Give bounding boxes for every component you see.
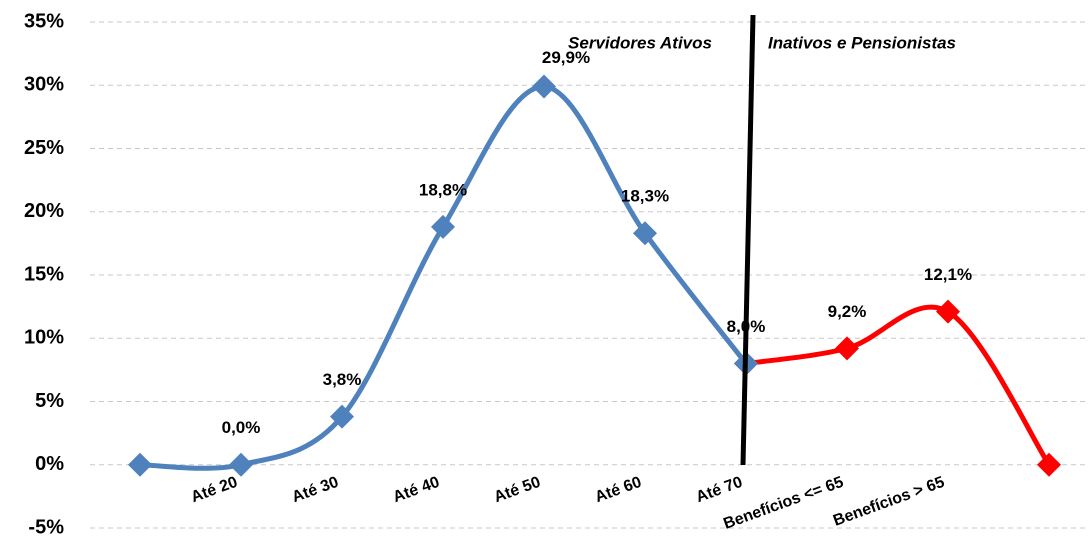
value-label: 18,8% <box>419 180 467 199</box>
y-tick-label: 35% <box>24 10 64 32</box>
value-label: 12,1% <box>924 265 972 284</box>
annotation: Servidores Ativos <box>568 33 712 52</box>
y-tick-label: 30% <box>24 74 64 96</box>
marker <box>431 214 455 239</box>
x-tick-label: Até 40 <box>391 474 442 506</box>
x-tick-label: Até 20 <box>189 474 240 506</box>
y-tick-label: -5% <box>28 516 64 538</box>
marker <box>330 404 354 429</box>
marker <box>633 221 657 246</box>
marker <box>229 452 253 477</box>
y-tick-label: 25% <box>24 137 64 159</box>
y-tick-label: 20% <box>24 200 64 222</box>
labels: -5% 0% 5% 10% 15% 20% 25% 30% 35% Até 20 Até 30 Até… <box>24 10 972 538</box>
x-tick-label: Até 70 <box>694 474 745 506</box>
value-label: 8,0% <box>727 317 766 336</box>
marker <box>532 74 556 99</box>
value-label: 9,2% <box>828 302 867 321</box>
x-tick-label: Até 30 <box>290 474 341 506</box>
series-line <box>139 84 748 471</box>
value-label: 29,9% <box>542 48 590 67</box>
value-label: 18,3% <box>621 187 669 206</box>
marker <box>835 336 859 361</box>
series-line <box>745 304 1052 467</box>
marker <box>1037 452 1061 477</box>
marker <box>936 299 960 324</box>
x-tick-label: Até 60 <box>593 474 644 506</box>
marker <box>128 452 152 477</box>
y-tick-label: 5% <box>35 390 64 412</box>
annotation: Inativos e Pensionistas <box>768 33 956 52</box>
value-label: 0,0% <box>222 418 261 437</box>
y-tick-label: 15% <box>24 263 64 285</box>
y-tick-label: 0% <box>35 453 64 475</box>
grid <box>90 21 1085 529</box>
x-tick-label: Até 50 <box>492 474 543 506</box>
y-tick-label: 10% <box>24 327 64 349</box>
divider <box>740 14 756 466</box>
x-tick-label: Benefícios > 65 <box>831 474 947 530</box>
series-layer <box>128 74 1061 477</box>
value-label: 3,8% <box>323 370 362 389</box>
